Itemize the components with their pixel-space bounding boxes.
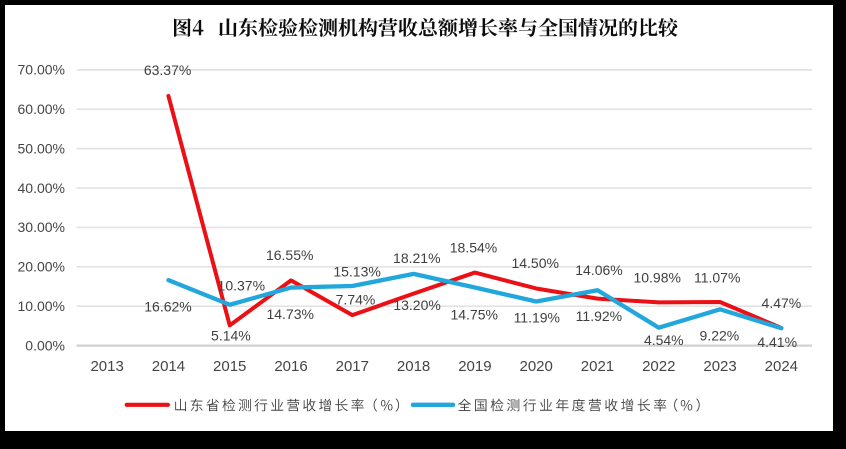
svg-text:11.92%: 11.92% [576,308,622,324]
svg-text:18.54%: 18.54% [450,240,497,256]
svg-text:14.73%: 14.73% [266,306,313,322]
svg-text:16.62%: 16.62% [144,299,191,315]
svg-text:14.50%: 14.50% [511,255,558,271]
svg-text:18.21%: 18.21% [393,250,440,266]
svg-text:2013: 2013 [90,358,123,375]
svg-text:2023: 2023 [703,358,736,375]
svg-text:0.00%: 0.00% [25,337,65,353]
svg-text:14.06%: 14.06% [575,262,622,278]
svg-text:2016: 2016 [274,358,307,375]
svg-text:10.98%: 10.98% [633,270,680,286]
svg-text:2021: 2021 [581,358,614,375]
svg-text:20.00%: 20.00% [18,259,65,275]
svg-text:10.00%: 10.00% [18,298,65,314]
svg-text:70.00%: 70.00% [18,62,65,78]
svg-text:4.47%: 4.47% [762,295,802,311]
svg-text:4.54%: 4.54% [644,332,684,348]
svg-text:60.00%: 60.00% [18,101,65,117]
svg-text:14.75%: 14.75% [450,306,497,322]
svg-text:2024: 2024 [765,358,798,375]
svg-text:2015: 2015 [213,358,246,375]
svg-text:2018: 2018 [397,358,430,375]
svg-text:5.14%: 5.14% [211,328,251,344]
svg-text:2022: 2022 [642,358,675,375]
svg-text:4.41%: 4.41% [757,334,797,350]
svg-text:50.00%: 50.00% [18,140,65,156]
svg-text:40.00%: 40.00% [18,180,65,196]
svg-text:13.20%: 13.20% [393,297,440,313]
svg-text:9.22%: 9.22% [700,328,740,344]
svg-text:63.37%: 63.37% [144,62,191,78]
svg-text:15.13%: 15.13% [333,264,380,280]
svg-text:2019: 2019 [458,358,491,375]
svg-text:2017: 2017 [336,358,369,375]
svg-text:7.74%: 7.74% [336,291,376,307]
svg-text:2020: 2020 [520,358,553,375]
svg-text:10.37%: 10.37% [218,278,265,294]
svg-text:2014: 2014 [152,358,185,375]
svg-text:11.07%: 11.07% [694,269,740,285]
svg-text:11.19%: 11.19% [514,309,560,325]
svg-text:16.55%: 16.55% [266,247,313,263]
svg-text:30.00%: 30.00% [18,219,65,235]
